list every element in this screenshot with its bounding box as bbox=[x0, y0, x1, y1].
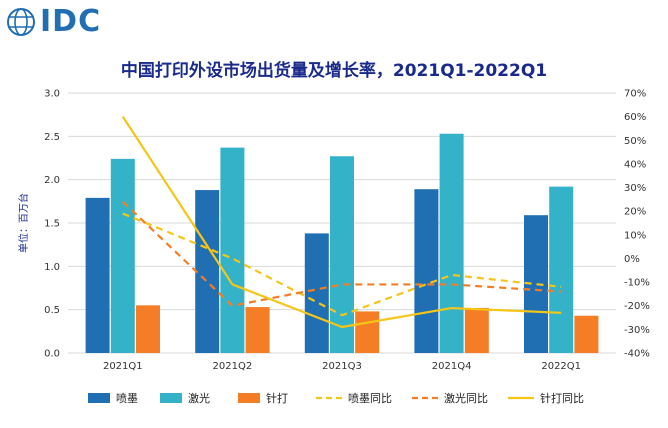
x-tick-label: 2022Q1 bbox=[541, 361, 581, 372]
y-axis-label: 单位：百万台 bbox=[17, 193, 30, 253]
bar-2021Q3-0 bbox=[304, 233, 329, 353]
x-tick-label: 2021Q4 bbox=[432, 361, 472, 372]
y2-tick-label: 60% bbox=[624, 112, 646, 123]
y2-tick-label: 40% bbox=[624, 159, 646, 170]
y-tick-label: 2.5 bbox=[44, 132, 60, 143]
y2-tick-label: 10% bbox=[624, 230, 646, 241]
bar-2021Q2-1 bbox=[220, 147, 245, 353]
chart-title: 中国打印外设市场出货量及增长率，2021Q1-2022Q1 bbox=[120, 61, 548, 81]
legend-label: 喷墨 bbox=[116, 392, 138, 405]
bar-2021Q1-1 bbox=[110, 158, 135, 353]
legend-label: 针打同比 bbox=[540, 391, 584, 405]
legend-label: 激光同比 bbox=[444, 391, 488, 405]
y2-tick-label: 20% bbox=[624, 207, 646, 218]
bar-2022Q1-1 bbox=[549, 186, 574, 353]
globe-icon bbox=[7, 7, 35, 36]
bar-2021Q2-2 bbox=[245, 307, 270, 353]
x-tick-label: 2021Q2 bbox=[213, 361, 253, 372]
bar-2021Q4-1 bbox=[439, 133, 464, 353]
bar-2022Q1-2 bbox=[574, 315, 599, 353]
legend-label: 喷墨同比 bbox=[348, 392, 392, 405]
bar-2021Q4-0 bbox=[414, 189, 439, 353]
bar-2021Q3-1 bbox=[330, 156, 354, 353]
bar-2021Q2-0 bbox=[195, 190, 220, 353]
idc-logo: IDC bbox=[6, 4, 101, 39]
bar-2021Q3-2 bbox=[355, 311, 380, 353]
y-tick-label: 2.0 bbox=[44, 175, 60, 186]
y-tick-label: 0.5 bbox=[44, 305, 60, 316]
y-tick-label: 3.0 bbox=[44, 89, 60, 100]
y2-tick-label: 0% bbox=[624, 254, 640, 265]
x-tick-label: 2021Q3 bbox=[322, 361, 362, 372]
series-line-1 bbox=[122, 200, 562, 307]
y-tick-label: 1.0 bbox=[44, 262, 60, 273]
x-tick-label: 2021Q1 bbox=[103, 361, 143, 372]
y2-tick-label: -30% bbox=[624, 325, 650, 336]
bar-2021Q1-2 bbox=[136, 305, 160, 353]
y2-tick-label: -20% bbox=[624, 301, 650, 312]
y-tick-label: 0.0 bbox=[44, 349, 60, 360]
logo-text: IDC bbox=[40, 4, 102, 39]
y2-tick-label: -40% bbox=[624, 349, 650, 360]
y-tick-label: 1.5 bbox=[44, 219, 60, 230]
bar-2021Q1-0 bbox=[85, 197, 110, 353]
y2-tick-label: -10% bbox=[624, 278, 650, 289]
y2-tick-label: 30% bbox=[624, 183, 646, 194]
legend-swatch bbox=[238, 393, 260, 403]
legend-swatch bbox=[160, 393, 182, 403]
legend-label: 针打 bbox=[266, 391, 288, 405]
bar-2021Q4-2 bbox=[464, 307, 489, 353]
y2-tick-label: 50% bbox=[624, 136, 646, 147]
legend-swatch bbox=[88, 393, 110, 403]
y2-tick-label: 70% bbox=[624, 89, 646, 100]
legend-label: 激光 bbox=[188, 391, 210, 405]
